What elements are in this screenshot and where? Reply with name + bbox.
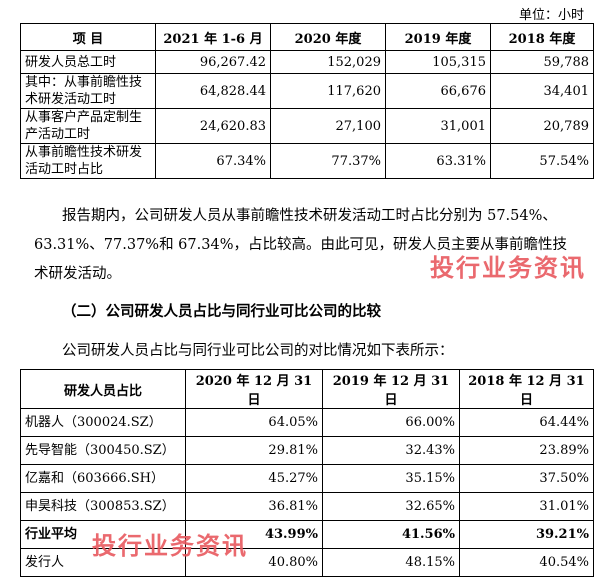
column-header: 项 目 [20,23,156,51]
paragraph-line: 报告期内，公司研发人员从事前瞻性技术研发活动工时占比分别为 57.54%、 [62,208,557,224]
table-cell: 34,401 [490,73,594,109]
watermark: 投行业务资讯 [430,254,586,282]
table-cell: 117,620 [270,73,386,109]
watermark: 投行业务资讯 [92,532,248,560]
table-cell: 67.34% [155,143,271,179]
work-hours-table: 项 目 2021 年 1-6 月 2020 年度 2019 年度 2018 年度… [20,23,594,179]
table-row: 申昊科技（300853.SZ） 36.81% 32.65% 31.01% [20,492,594,521]
row-label: 机器人（300024.SZ） [20,408,186,437]
section-heading: （二）公司研发人员占比与同行业可比公司的比较 [62,303,381,320]
table-cell: 20,789 [490,108,594,144]
unit-label: 单位：小时 [518,8,584,23]
table-cell: 59,788 [490,50,594,74]
table-header-row: 项 目 2021 年 1-6 月 2020 年度 2019 年度 2018 年度 [20,23,594,51]
table-cell: 35.15% [322,464,460,493]
table-cell: 64.05% [185,408,323,437]
column-header: 2019 年度 [385,23,491,51]
table-cell: 64,828.44 [155,73,271,109]
table-row: 其中：从事前瞻性技术研发活动工时 64,828.44 117,620 66,67… [20,73,594,109]
table-cell: 66.00% [322,408,460,437]
row-label: 从事前瞻性技术研发活动工时占比 [20,143,156,179]
table-row: 从事前瞻性技术研发活动工时占比 67.34% 77.37% 63.31% 57.… [20,143,594,179]
row-label: 行业平均 [20,520,186,549]
column-header: 2018 年度 [490,23,594,51]
column-header: 2019 年 12 月 31 日 [322,369,460,409]
table-row: 先导智能（300450.SZ） 29.81% 32.43% 23.89% [20,436,594,465]
column-header: 研发人员占比 [20,369,186,409]
table-cell: 57.54% [490,143,594,179]
table-cell: 66,676 [385,73,491,109]
table-cell: 32.43% [322,436,460,465]
table-row: 从事客户产品定制生产活动工时 24,620.83 27,100 31,001 2… [20,108,594,144]
table-cell: 96,267.42 [155,50,271,74]
table-cell: 24,620.83 [155,108,271,144]
table-cell: 37.50% [459,464,594,493]
table-cell: 63.31% [385,143,491,179]
paragraph-line: 术研发活动。 [34,266,121,282]
row-label: 亿嘉和（603666.SH） [20,464,186,493]
column-header: 2020 年度 [270,23,386,51]
table-header-row: 研发人员占比 2020 年 12 月 31 日 2019 年 12 月 31 日… [20,369,594,409]
column-header: 2018 年 12 月 31 日 [459,369,594,409]
table-cell: 27,100 [270,108,386,144]
row-label: 其中：从事前瞻性技术研发活动工时 [20,73,156,109]
row-label: 研发人员总工时 [20,50,156,74]
column-header: 2020 年 12 月 31 日 [185,369,323,409]
row-label: 申昊科技（300853.SZ） [20,492,186,521]
table-cell: 29.81% [185,436,323,465]
paragraph-text: 公司研发人员占比与同行业可比公司的对比情况如下表所示： [62,343,454,359]
table-row: 研发人员总工时 96,267.42 152,029 105,315 59,788 [20,50,594,74]
table-cell: 41.56% [322,520,460,549]
table-cell: 23.89% [459,436,594,465]
table-cell: 31.01% [459,492,594,521]
table-cell: 152,029 [270,50,386,74]
column-header: 2021 年 1-6 月 [155,23,271,51]
table-cell: 105,315 [385,50,491,74]
row-label: 先导智能（300450.SZ） [20,436,186,465]
table-cell: 32.65% [322,492,460,521]
table-cell: 77.37% [270,143,386,179]
table-row-average: 行业平均 43.99% 41.56% 39.21% [20,520,594,549]
table-cell: 64.44% [459,408,594,437]
table-cell: 43.99% [185,520,323,549]
table-row: 亿嘉和（603666.SH） 45.27% 35.15% 37.50% [20,464,594,493]
table-cell: 31,001 [385,108,491,144]
table-cell: 45.27% [185,464,323,493]
table-cell: 39.21% [459,520,594,549]
paragraph-line: 63.31%、77.37%和 67.34%，占比较高。由此可见，研发人员主要从事… [34,237,567,253]
row-label: 从事客户产品定制生产活动工时 [20,108,156,144]
table-cell: 36.81% [185,492,323,521]
table-row: 机器人（300024.SZ） 64.05% 66.00% 64.44% [20,408,594,437]
